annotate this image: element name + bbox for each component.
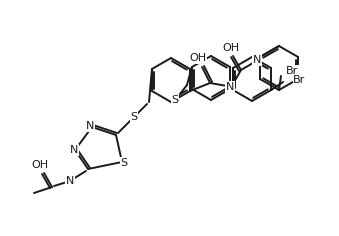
Text: N: N (70, 145, 78, 155)
Text: OH: OH (32, 160, 48, 170)
Text: Br: Br (286, 66, 298, 76)
Text: S: S (131, 112, 138, 122)
Text: Br: Br (293, 75, 305, 85)
Text: N: N (66, 176, 74, 186)
Text: N: N (253, 55, 261, 65)
Text: S: S (120, 158, 127, 168)
Text: N: N (86, 121, 94, 131)
Text: N: N (226, 82, 234, 92)
Text: S: S (172, 95, 179, 105)
Text: OH: OH (222, 43, 240, 53)
Text: OH: OH (190, 53, 206, 63)
